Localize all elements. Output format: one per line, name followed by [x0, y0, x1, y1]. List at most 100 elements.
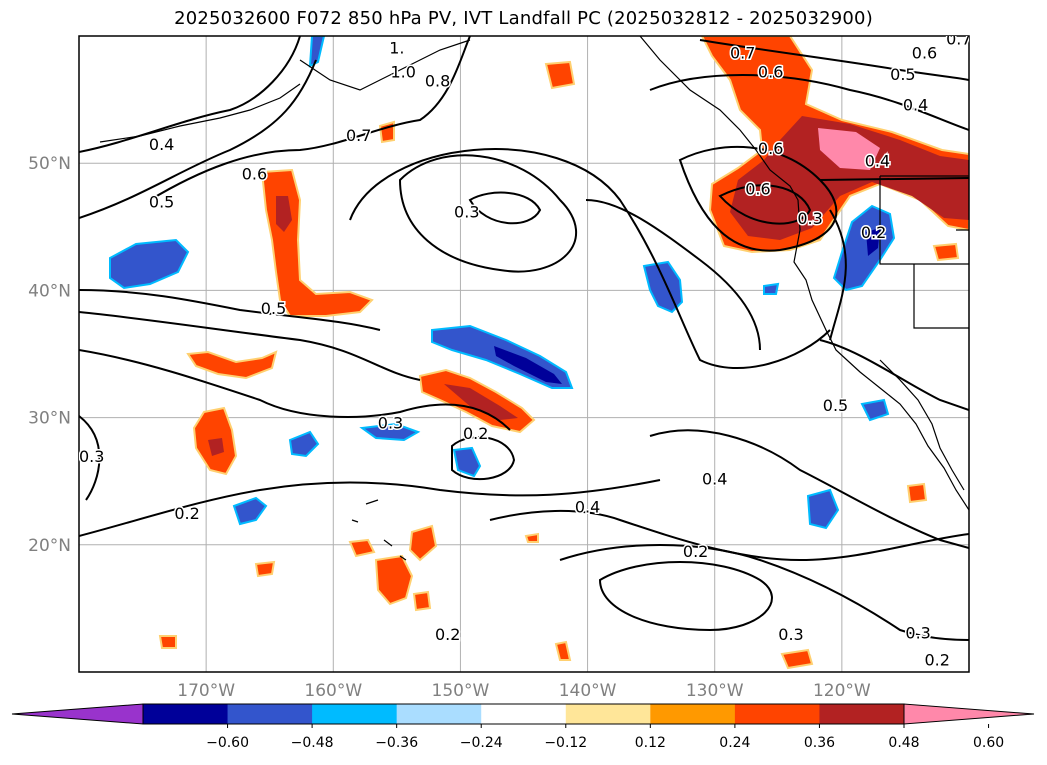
contour-label: 0.3 [905, 624, 930, 643]
strong-positive-anomaly-region [444, 384, 518, 420]
longitude-tick-label: 120°W [813, 681, 871, 701]
negative-anomaly-region [359, 422, 421, 442]
contour-label: 0.4 [575, 498, 600, 517]
colorbar-tick-label: −0.60 [206, 735, 249, 751]
coastlines [99, 36, 969, 561]
positive-anomaly-region [412, 590, 432, 612]
colorbar-tick-label: −0.24 [460, 735, 503, 751]
extreme-positive-anomaly-region [818, 128, 880, 170]
positive-anomaly-region [544, 60, 576, 90]
contour-label: 0.7 [946, 30, 971, 49]
contour-label: 0.4 [702, 470, 727, 489]
axis-labels: 50°N 40°N 30°N 20°N 170°W 160°W 150°W 140°W 130°… [28, 154, 871, 701]
hawaii-islands [351, 499, 407, 561]
positive-anomaly-region [254, 560, 276, 578]
colorbar-segment [819, 704, 905, 724]
colorbar-tick-label: −0.12 [544, 735, 587, 751]
negative-anomaly-region [232, 496, 268, 526]
pv-contour-line [79, 479, 661, 537]
pv-contour-line [649, 429, 969, 549]
longitude-tick-label: 160°W [304, 681, 362, 701]
colorbar-tick-label: −0.36 [375, 735, 418, 751]
colorbar-tick-label: 0.60 [973, 735, 1004, 751]
latitude-tick-label: 20°N [28, 536, 71, 556]
contour-label: 0.7 [730, 44, 755, 63]
colorbar-extend-max [903, 703, 1035, 725]
colorbar-tick-label: −0.48 [291, 735, 334, 751]
contour-label: 0.4 [149, 135, 174, 154]
pv-contour-line [699, 39, 969, 81]
colorbar-outline [142, 703, 905, 725]
strong-negative-anomaly-region [866, 228, 880, 256]
contour-label: 0.6 [758, 139, 783, 158]
colorbar-segment [312, 704, 398, 724]
pv-contour-line [585, 199, 761, 351]
longitude-tick-label: 140°W [559, 681, 617, 701]
strong-positive-anomaly-region [208, 438, 224, 456]
positive-anomaly-region [348, 538, 376, 558]
pc-shading-layer [109, 36, 969, 670]
contour-label: 0.7 [346, 126, 371, 145]
positive-anomaly-region [780, 648, 814, 670]
contour-labels: 0.40.50.60.70.81.01.0.50.30.30.20.30.2 0.… [79, 30, 971, 671]
colorbar-segment [650, 704, 736, 724]
colorbar-tick-label: 0.24 [719, 735, 750, 751]
alaska-coastline [299, 39, 471, 91]
colorbar-segment [734, 704, 820, 724]
latitude-tick-label: 40°N [28, 281, 71, 301]
pv-contour-line [79, 415, 101, 501]
positive-anomaly-region [378, 120, 395, 144]
colorbar-tick-label: 0.12 [635, 735, 666, 751]
contour-label: 0.2 [174, 504, 199, 523]
contour-label: 1.0 [390, 63, 415, 82]
pv-contour-line [819, 339, 969, 411]
aleutian-islands [99, 83, 301, 143]
pv-contour-line [649, 74, 969, 131]
contour-label: 0.3 [378, 414, 403, 433]
pv-contour-line [451, 436, 516, 481]
contour-label: 0.3 [79, 447, 104, 466]
map-frame [78, 35, 970, 673]
contour-label: 0.5 [890, 65, 915, 84]
contour-label: 0.3 [778, 625, 803, 644]
latitude-tick-label: 30°N [28, 409, 71, 429]
pv-contour-line [149, 36, 471, 201]
contour-label: 0.2 [924, 650, 949, 669]
contour-label: 0.2 [435, 625, 460, 644]
negative-anomaly-region [832, 204, 896, 292]
negative-anomaly-region [806, 488, 840, 530]
colorbar-segment [481, 704, 567, 724]
pv-contour-line [79, 36, 301, 153]
pv-contour-line [819, 177, 969, 181]
strong-negative-anomaly-region [494, 346, 562, 384]
pv-contour-line [79, 311, 421, 381]
contour-label: 0.6 [745, 180, 770, 199]
contour-label: 0.6 [912, 44, 937, 63]
contour-label: 0.2 [463, 424, 488, 443]
negative-anomaly-region [860, 398, 890, 422]
north-america-coastline [639, 36, 969, 511]
contour-label: 0.8 [425, 72, 450, 91]
contour-label: 0.4 [865, 152, 890, 171]
colorbar-segment [565, 704, 651, 724]
pv-contour-line [349, 148, 831, 369]
baja-california-coastline [879, 359, 965, 491]
negative-anomaly-region [642, 260, 684, 314]
positive-anomaly-region [906, 482, 928, 504]
negative-anomaly-region [763, 282, 780, 295]
colorbar-tick-label: 0.48 [888, 735, 919, 751]
contour-label: 0.2 [861, 223, 886, 242]
pv-contour-line [79, 59, 317, 219]
positive-anomaly-region [260, 168, 374, 317]
positive-anomaly-region [524, 532, 539, 543]
colorbar-segment [396, 704, 482, 724]
contour-label: 0.2 [683, 542, 708, 561]
positive-anomaly-region [186, 350, 278, 380]
positive-anomaly-region [374, 554, 414, 606]
positive-anomaly-region [554, 640, 572, 661]
map-title: 2025032600 F072 850 hPa PV, IVT Landfall… [174, 8, 873, 29]
state-borders [879, 175, 969, 329]
strong-positive-anomaly-region [276, 196, 292, 232]
positive-anomaly-region [932, 242, 960, 262]
